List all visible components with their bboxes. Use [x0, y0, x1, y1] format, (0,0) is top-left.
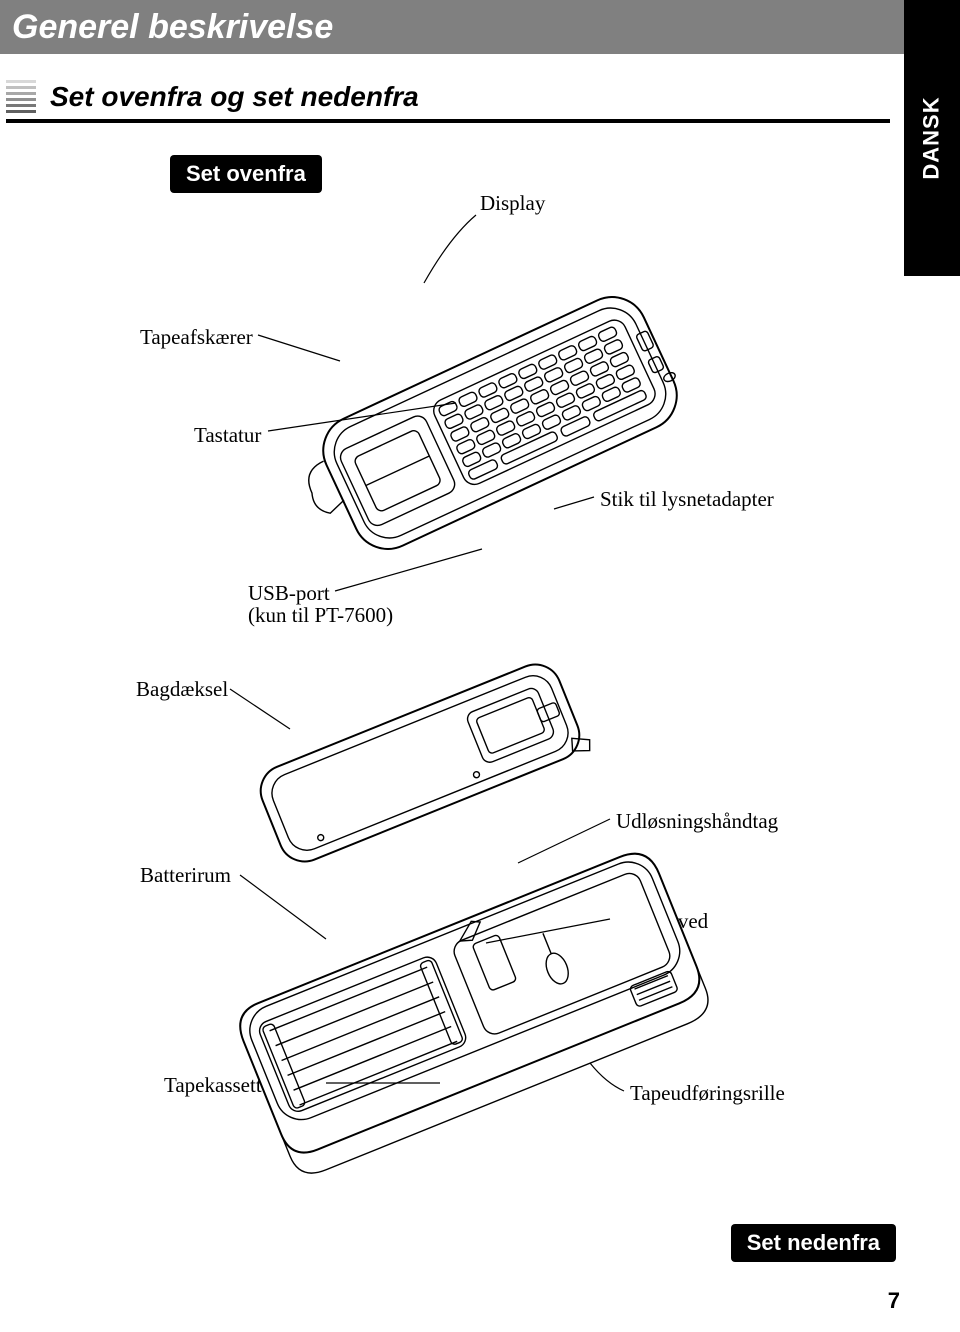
- badge-top-view: Set ovenfra: [170, 155, 322, 193]
- device-top-svg: [130, 193, 830, 663]
- device-bottom-svg: [130, 663, 830, 1223]
- diagram-bottom-view: Bagdæksel Batterirum Udløsningshåndtag P…: [130, 663, 830, 1223]
- chapter-title: Generel beskrivelse: [12, 8, 333, 47]
- section-decoration-bars: [6, 80, 36, 113]
- badge-bottom-view: Set nedenfra: [731, 1224, 896, 1262]
- section-header: Set ovenfra og set nedenfra: [0, 80, 960, 113]
- section-title: Set ovenfra og set nedenfra: [50, 81, 419, 113]
- page-content: Set ovenfra Display Tapeafskærer Tastatu…: [0, 123, 960, 1223]
- diagram-top-view: Display Tapeafskærer Tastatur USB-port (…: [130, 193, 830, 663]
- chapter-header: Generel beskrivelse: [0, 0, 960, 54]
- page-number: 7: [888, 1288, 900, 1314]
